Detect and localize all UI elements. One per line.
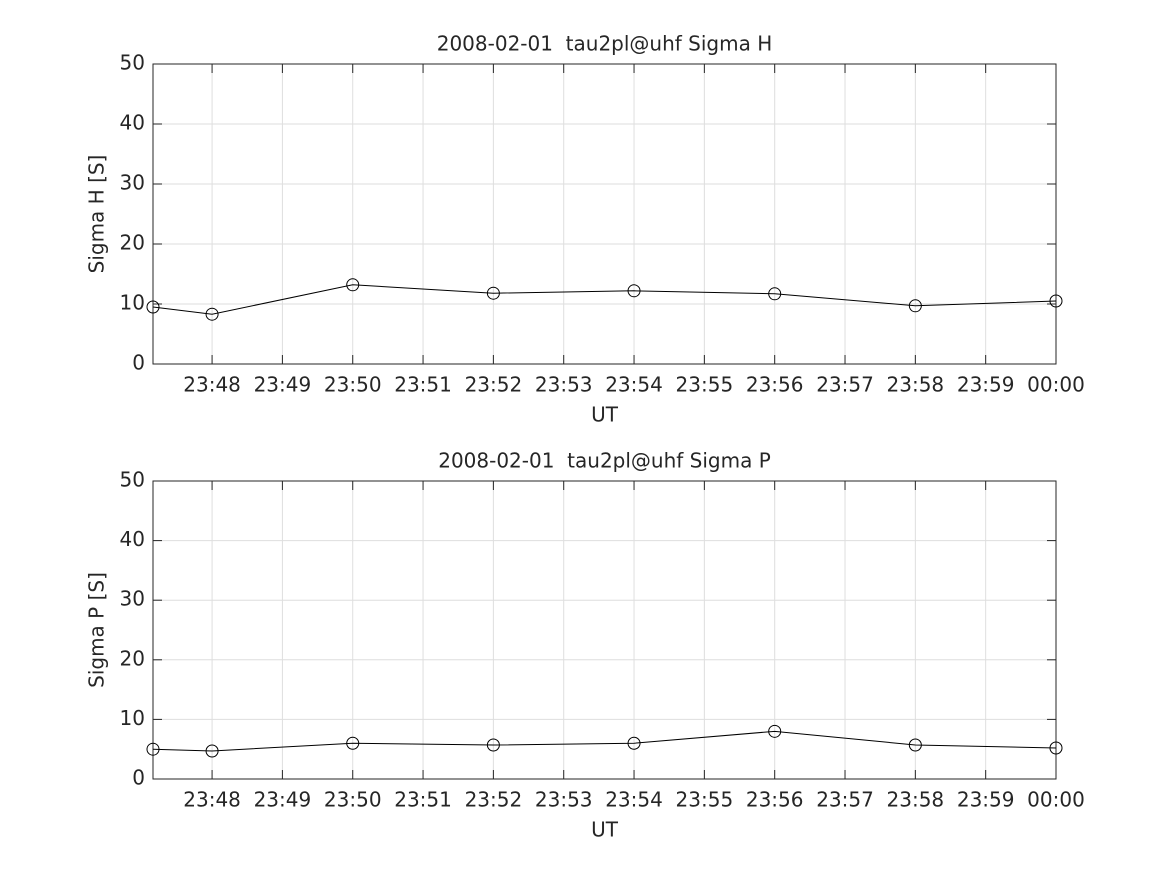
y-tick-label: 0 <box>132 351 145 375</box>
axes-box <box>152 480 1057 780</box>
data-marker <box>205 307 219 321</box>
data-marker <box>1049 741 1063 755</box>
x-tick-label: 23:56 <box>746 373 804 397</box>
x-tick-label: 23:58 <box>887 373 945 397</box>
x-tick-label: 23:53 <box>535 373 593 397</box>
x-tick-label: 23:57 <box>816 788 874 812</box>
data-marker <box>146 742 160 756</box>
y-axis-label: Sigma H [S] <box>85 155 109 274</box>
data-line <box>152 284 1057 315</box>
data-marker <box>1049 294 1063 308</box>
y-tick-label: 50 <box>120 468 145 492</box>
x-tick-label: 23:56 <box>746 788 804 812</box>
x-tick-label: 23:53 <box>535 788 593 812</box>
data-marker <box>346 278 360 292</box>
data-marker <box>908 299 922 313</box>
x-tick-label: 23:59 <box>957 788 1015 812</box>
y-tick-label: 40 <box>120 527 145 551</box>
x-tick-label: 23:49 <box>254 788 312 812</box>
data-marker <box>486 286 500 300</box>
data-marker <box>768 724 782 738</box>
data-marker <box>627 736 641 750</box>
x-tick-label: 23:51 <box>394 373 452 397</box>
y-tick-label: 0 <box>132 766 145 790</box>
y-tick-label: 10 <box>120 291 145 315</box>
x-tick-label: 23:54 <box>605 373 663 397</box>
chart-title: 2008-02-01 tau2pl@uhf Sigma P <box>438 449 771 473</box>
y-tick-label: 30 <box>120 587 145 611</box>
data-marker <box>627 284 641 298</box>
y-tick-label: 50 <box>120 51 145 75</box>
data-marker <box>146 300 160 314</box>
x-tick-label: 23:55 <box>676 373 734 397</box>
data-marker <box>346 736 360 750</box>
x-axis-label: UT <box>591 818 619 842</box>
x-tick-label: 23:48 <box>183 788 241 812</box>
data-line <box>152 730 1057 752</box>
x-tick-label: 23:48 <box>183 373 241 397</box>
y-tick-label: 40 <box>120 111 145 135</box>
data-marker <box>205 744 219 758</box>
x-tick-label: 00:00 <box>1027 373 1085 397</box>
y-tick-label: 20 <box>120 646 145 670</box>
x-tick-label: 23:50 <box>324 788 382 812</box>
x-tick-label: 23:51 <box>394 788 452 812</box>
x-axis-label: UT <box>591 403 619 427</box>
y-tick-label: 10 <box>120 706 145 730</box>
data-marker <box>768 287 782 301</box>
axes-box <box>152 63 1057 365</box>
x-tick-label: 23:52 <box>465 788 523 812</box>
x-tick-label: 23:57 <box>816 373 874 397</box>
y-tick-label: 30 <box>120 171 145 195</box>
plot-area <box>153 64 1056 364</box>
x-tick-label: 23:59 <box>957 373 1015 397</box>
x-tick-label: 23:55 <box>676 788 734 812</box>
x-tick-label: 23:52 <box>465 373 523 397</box>
x-tick-label: 23:54 <box>605 788 663 812</box>
data-marker <box>486 738 500 752</box>
x-tick-label: 23:50 <box>324 373 382 397</box>
x-tick-label: 23:58 <box>887 788 945 812</box>
x-tick-label: 23:49 <box>254 373 312 397</box>
y-axis-label: Sigma P [S] <box>85 572 109 688</box>
y-tick-label: 20 <box>120 231 145 255</box>
x-tick-label: 00:00 <box>1027 788 1085 812</box>
plot-area <box>153 481 1056 779</box>
chart-title: 2008-02-01 tau2pl@uhf Sigma H <box>437 32 773 56</box>
data-marker <box>908 738 922 752</box>
